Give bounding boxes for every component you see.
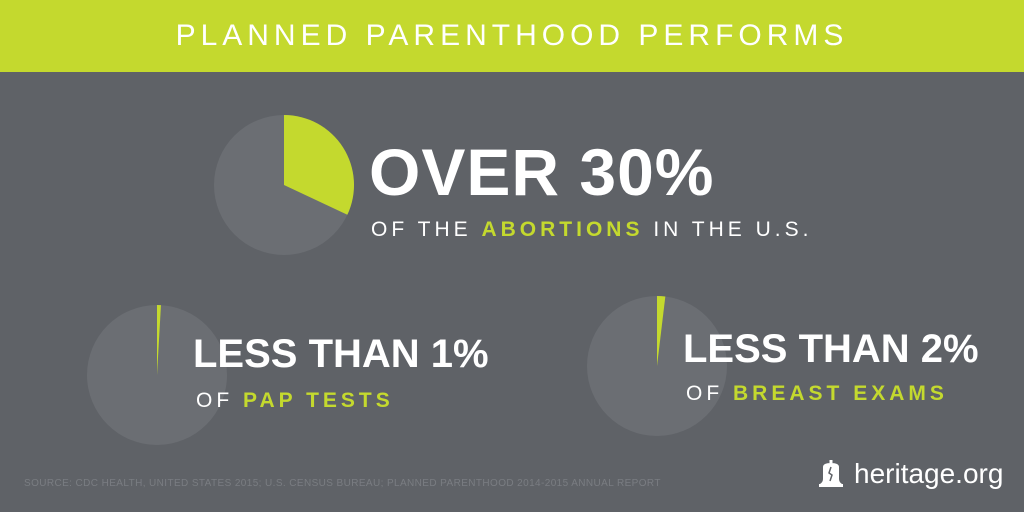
- pie-chart-breast-exams: [587, 296, 727, 436]
- subtitle-pap-tests: OF PAP TESTS: [196, 389, 394, 413]
- subtitle-abortions: OF THE ABORTIONS IN THE U.S.: [371, 218, 812, 242]
- headline-pap-tests: LESS THAN 1%: [193, 332, 489, 376]
- header-banner: PLANNED PARENTHOOD PERFORMS: [0, 0, 1024, 72]
- brand-name: heritage.org: [854, 458, 1004, 489]
- source-note: SOURCE: CDC HEALTH, UNITED STATES 2015; …: [24, 478, 661, 489]
- brand-link[interactable]: heritage.org: [818, 458, 1003, 490]
- page-title: PLANNED PARENTHOOD PERFORMS: [175, 19, 849, 52]
- liberty-bell-icon: [819, 460, 843, 487]
- pie-slice-pap-tests: [157, 305, 161, 375]
- headline-breast-exams: LESS THAN 2%: [683, 327, 979, 371]
- pie-chart-pap-tests: [87, 305, 227, 445]
- subtitle-prefix: OF THE: [371, 218, 472, 241]
- subtitle-breast-exams: OF BREAST EXAMS: [686, 382, 948, 406]
- subtitle-prefix: OF: [686, 382, 724, 405]
- pie-chart-abortions: [214, 115, 354, 255]
- subtitle-highlight: ABORTIONS: [481, 218, 644, 241]
- subtitle-highlight: BREAST EXAMS: [733, 382, 948, 405]
- pie-slice-breast-exams: [657, 296, 666, 366]
- headline-abortions: OVER 30%: [369, 135, 715, 209]
- subtitle-suffix: IN THE U.S.: [653, 218, 813, 241]
- pie-slice-abortions: [284, 115, 354, 215]
- subtitle-highlight: PAP TESTS: [243, 389, 394, 412]
- subtitle-prefix: OF: [196, 389, 234, 412]
